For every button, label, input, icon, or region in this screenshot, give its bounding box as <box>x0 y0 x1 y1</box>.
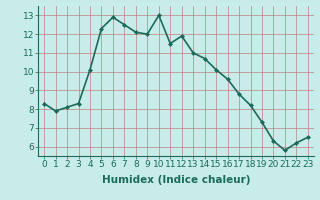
X-axis label: Humidex (Indice chaleur): Humidex (Indice chaleur) <box>102 175 250 185</box>
